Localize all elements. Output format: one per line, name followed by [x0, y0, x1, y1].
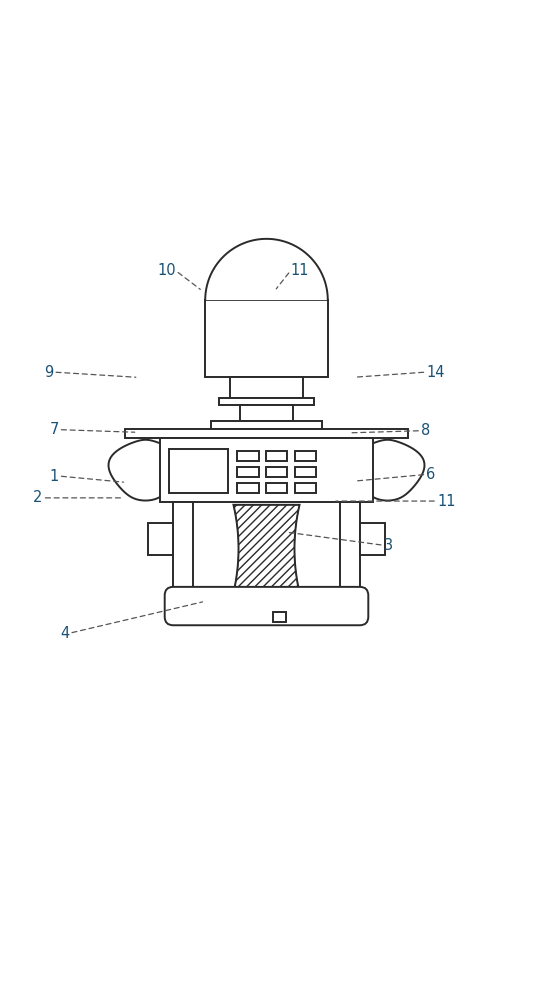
Polygon shape [351, 440, 424, 501]
Text: 1: 1 [50, 469, 59, 484]
Text: 7: 7 [49, 422, 59, 437]
Bar [266, 483, 287, 493]
Bar [205, 300, 328, 377]
Bar [266, 467, 287, 477]
Bar [148, 523, 173, 555]
Text: 11: 11 [290, 263, 309, 278]
Bar [230, 377, 303, 398]
Bar [169, 449, 228, 493]
Bar [240, 405, 293, 421]
Text: 14: 14 [426, 365, 445, 380]
Bar [295, 467, 316, 477]
Polygon shape [109, 440, 182, 501]
Text: 8: 8 [421, 423, 430, 438]
Bar [266, 451, 287, 461]
Bar [211, 421, 322, 429]
Text: 9: 9 [44, 365, 53, 380]
Bar [173, 502, 193, 595]
Bar [295, 451, 316, 461]
Bar [160, 438, 373, 502]
Text: 4: 4 [60, 626, 69, 641]
Bar [219, 398, 314, 405]
Text: 11: 11 [437, 494, 456, 509]
Polygon shape [233, 505, 300, 593]
Bar [125, 429, 408, 438]
Text: 2: 2 [33, 490, 43, 505]
Bar [273, 612, 287, 622]
Text: 3: 3 [384, 538, 393, 553]
Bar [237, 467, 259, 477]
Bar [237, 483, 259, 493]
FancyBboxPatch shape [165, 587, 368, 625]
Text: 6: 6 [426, 467, 435, 482]
Bar [237, 451, 259, 461]
Bar [295, 483, 316, 493]
Bar [360, 523, 385, 555]
Bar [340, 502, 360, 595]
Polygon shape [205, 239, 328, 300]
Text: 10: 10 [157, 263, 176, 278]
